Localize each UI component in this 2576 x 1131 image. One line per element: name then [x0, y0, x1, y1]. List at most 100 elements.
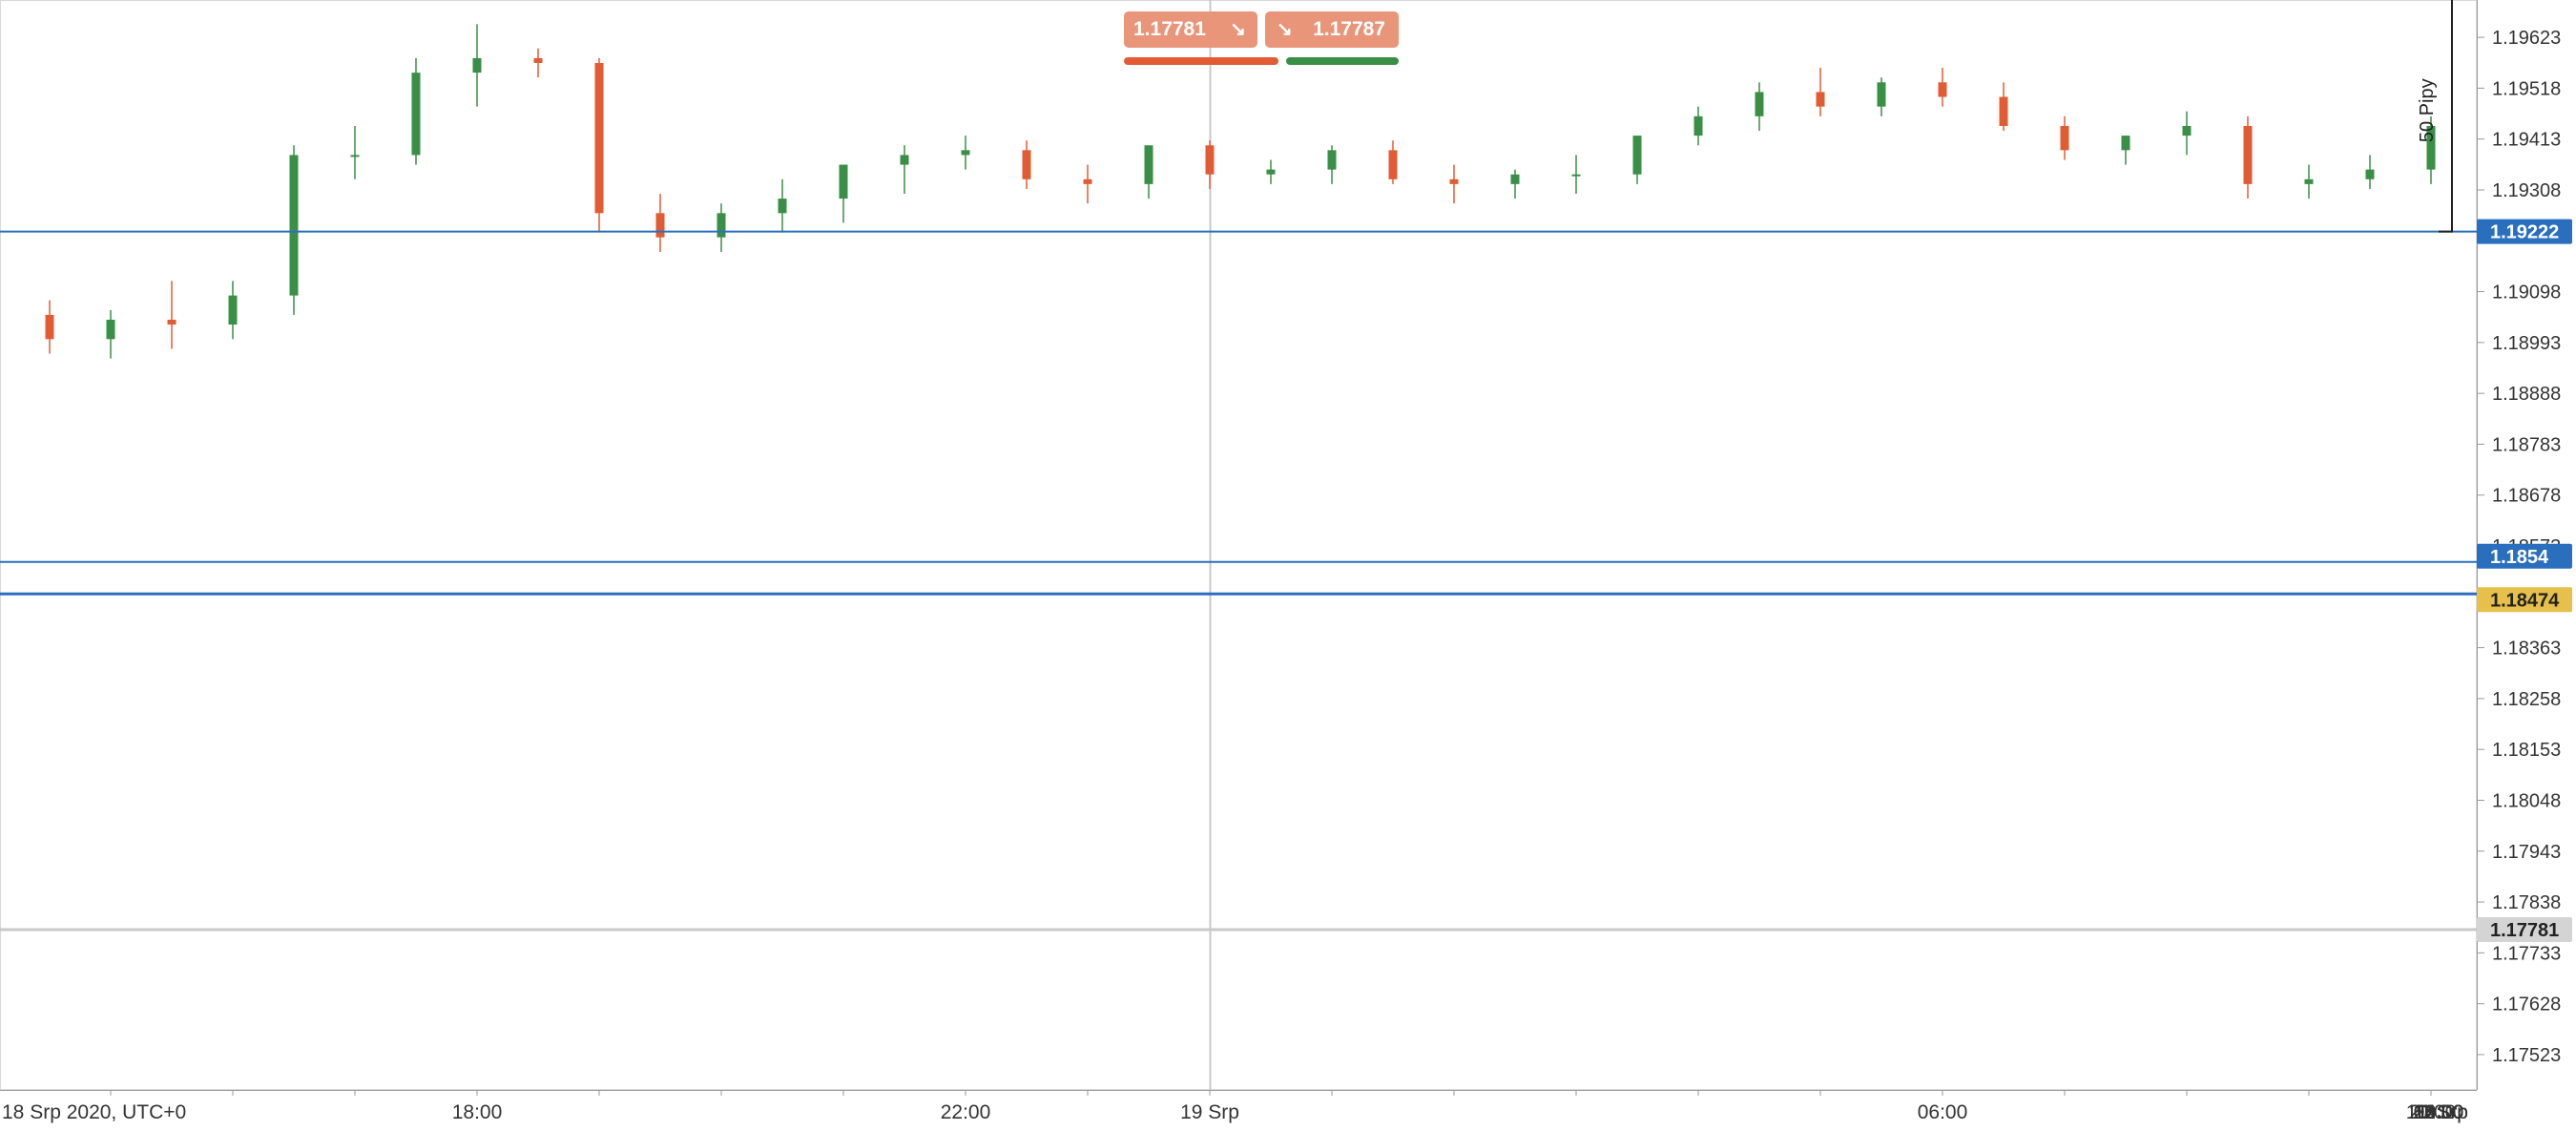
candle-body	[1267, 170, 1276, 175]
candle[interactable]	[1817, 68, 1825, 116]
candle[interactable]	[2366, 155, 2375, 189]
candles-layer[interactable]	[0, 24, 2576, 1041]
price-tick-label: 1.18048	[2492, 790, 2561, 811]
price-tick-label: 1.19098	[2492, 283, 2561, 304]
candle[interactable]	[595, 58, 604, 233]
price-tick-label: 1.18993	[2492, 333, 2561, 354]
time-tick-label: 19 Srp	[1180, 1101, 1239, 1123]
levels-layer[interactable]	[0, 232, 2477, 930]
candle-body	[2244, 126, 2253, 184]
candle[interactable]	[1572, 155, 1581, 194]
price-tick-label: 1.18678	[2492, 486, 2561, 507]
candle-body	[229, 296, 238, 325]
price-tick-label: 1.18153	[2492, 740, 2561, 761]
candle-body	[656, 213, 665, 237]
price-tick-label: 1.17523	[2492, 1045, 2561, 1066]
candle[interactable]	[1267, 159, 1276, 183]
candle[interactable]	[1328, 145, 1337, 184]
candle-body	[46, 315, 54, 339]
time-tick-label: 18:00	[2414, 1101, 2464, 1123]
price-tick-label: 1.17838	[2492, 892, 2561, 913]
candle[interactable]	[290, 145, 299, 315]
price-tick-label: 1.18783	[2492, 434, 2561, 455]
candle-body	[840, 165, 848, 199]
price-tick-label: 1.17943	[2492, 842, 2561, 863]
price-tick-label: 1.19623	[2492, 28, 2561, 49]
candle-body	[351, 155, 360, 157]
candle[interactable]	[2122, 136, 2130, 164]
candle[interactable]	[168, 281, 177, 348]
candle[interactable]	[1023, 140, 1031, 189]
candle[interactable]	[46, 301, 54, 354]
buy-button[interactable]: ↘ 1.17787	[1265, 11, 1399, 48]
candle[interactable]	[717, 203, 726, 252]
candle-body	[168, 320, 177, 325]
candle-body	[1878, 82, 1886, 106]
candle-body	[412, 73, 421, 155]
current-price-tag: 1.17781	[2490, 920, 2559, 941]
candle[interactable]	[779, 179, 787, 233]
candle-body	[473, 58, 482, 73]
candle-body	[962, 150, 970, 155]
candle-body	[1755, 92, 1764, 115]
time-tick-label: 06:00	[1918, 1101, 1968, 1123]
candle-body	[1145, 145, 1153, 184]
candle[interactable]	[2305, 165, 2314, 199]
level-price-tag: 1.1854	[2490, 547, 2549, 568]
candle[interactable]	[473, 24, 482, 106]
candle[interactable]	[1206, 140, 1215, 189]
candle[interactable]	[1511, 170, 1520, 199]
candle[interactable]	[2061, 116, 2069, 160]
candle[interactable]	[1939, 68, 1947, 107]
candle[interactable]	[1450, 165, 1459, 204]
candle[interactable]	[351, 126, 360, 179]
candle-body	[1817, 92, 1825, 106]
candle-body	[1084, 179, 1092, 184]
candle[interactable]	[1694, 107, 1703, 146]
candle[interactable]	[962, 136, 970, 170]
candle-body	[1572, 175, 1581, 177]
candle[interactable]	[1633, 136, 1642, 184]
candle-body	[1511, 175, 1520, 184]
sell-button[interactable]: 1.17781 ↘	[1124, 11, 1257, 48]
price-tick-label: 1.18258	[2492, 689, 2561, 710]
price-tick-label: 1.18888	[2492, 384, 2561, 405]
candle[interactable]	[1755, 82, 1764, 131]
level-price-tag: 1.19222	[2490, 222, 2559, 243]
candle-body	[107, 320, 115, 339]
candle[interactable]	[2000, 82, 2008, 131]
candle[interactable]	[229, 281, 238, 339]
candle-body	[717, 213, 726, 237]
candle-body	[1694, 116, 1703, 136]
plot-frame	[1, 1, 2477, 1090]
candle[interactable]	[656, 194, 665, 252]
candle-body	[2305, 179, 2314, 184]
candle-body	[1023, 150, 1031, 178]
price-tick-label: 1.19518	[2492, 78, 2561, 99]
level-price-tag: 1.18474	[2490, 590, 2560, 611]
candle[interactable]	[1389, 140, 1398, 184]
candle[interactable]	[107, 310, 115, 359]
candle-body	[2122, 136, 2130, 150]
candle-body	[1633, 136, 1642, 175]
candle[interactable]	[534, 49, 543, 77]
buy-volume-bar	[1286, 57, 1399, 65]
range-bracket	[2439, 0, 2452, 232]
candle[interactable]	[412, 58, 421, 165]
candle-body	[595, 63, 604, 213]
range-bracket-label: 50 Pipy	[2417, 78, 2438, 142]
time-tick-label: 22:00	[941, 1101, 991, 1123]
price-tick-label: 1.18363	[2492, 639, 2561, 660]
candle[interactable]	[2244, 116, 2253, 199]
candle[interactable]	[2183, 112, 2192, 156]
candle[interactable]	[1145, 145, 1153, 199]
grid-layer	[1, 0, 2576, 1090]
candle[interactable]	[901, 145, 909, 194]
candle[interactable]	[1878, 77, 1886, 116]
candle[interactable]	[1084, 165, 1092, 204]
candle-body	[2183, 126, 2192, 136]
candle[interactable]	[840, 165, 848, 223]
